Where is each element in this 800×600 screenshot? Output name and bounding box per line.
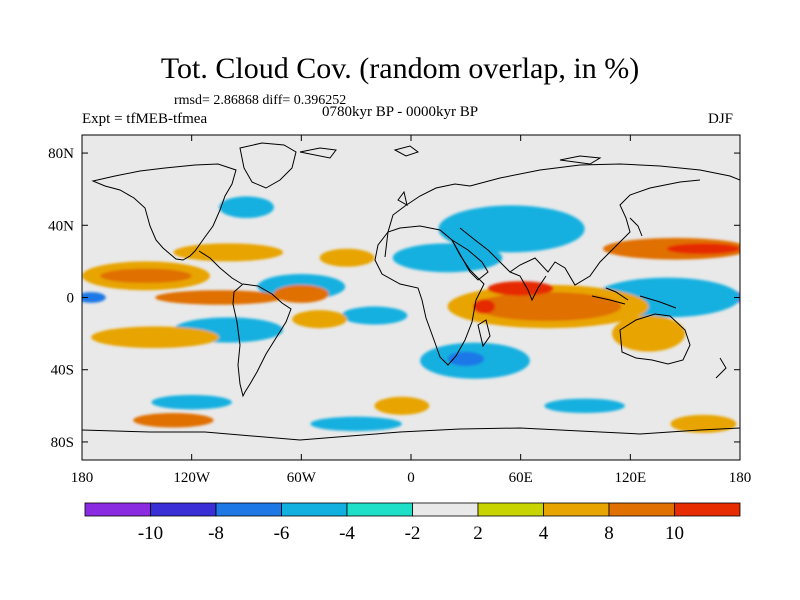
anomaly-region-13 bbox=[310, 416, 402, 432]
coastline-antarctica bbox=[82, 427, 740, 441]
anomaly-region-33 bbox=[374, 396, 430, 415]
coastline-arctic-islands bbox=[299, 145, 602, 165]
coastline-arabia bbox=[451, 239, 489, 281]
coastline-greenland bbox=[239, 142, 297, 189]
coastline-new-zealand bbox=[715, 357, 727, 379]
anomaly-region-15 bbox=[82, 292, 106, 303]
anomaly-region-28 bbox=[91, 326, 220, 349]
lon-tick-label-5: 120E bbox=[614, 470, 646, 486]
lon-tick-label-1: 120W bbox=[173, 470, 211, 486]
lat-tick-label-0: 80N bbox=[48, 146, 74, 162]
lat-tick-label-1: 40N bbox=[48, 218, 74, 234]
coastline-indonesia bbox=[591, 287, 677, 309]
period-label: 0780kyr BP - 0000kyr BP bbox=[322, 104, 479, 120]
colorbar-label-6: 4 bbox=[539, 523, 549, 544]
colorbar-label-0: -10 bbox=[138, 523, 163, 544]
lon-tick-label-0: 180 bbox=[71, 470, 94, 486]
anomaly-region-11 bbox=[219, 196, 274, 219]
anomaly-region-27 bbox=[292, 310, 348, 329]
anomaly-region-19 bbox=[473, 299, 496, 314]
anomaly-region-24 bbox=[100, 268, 192, 284]
season-label: DJF bbox=[708, 111, 734, 127]
experiment-label: Expt = tfMEB-tfmea bbox=[82, 111, 208, 127]
colorbar-box-0 bbox=[84, 502, 151, 517]
colorbar-label-8: 10 bbox=[665, 523, 684, 544]
anomaly-region-21 bbox=[666, 243, 740, 255]
lon-tick-label-4: 60E bbox=[509, 470, 533, 486]
lon-tick-label-3: 0 bbox=[407, 470, 415, 486]
anomaly-region-10 bbox=[341, 306, 408, 325]
colorbar-label-3: -4 bbox=[339, 523, 355, 544]
colorbar-label-7: 8 bbox=[604, 523, 614, 544]
map-title: Tot. Cloud Cov. (random overlap, in %) bbox=[160, 52, 640, 85]
coastline-north-america bbox=[91, 163, 237, 261]
lat-tick-label-4: 80S bbox=[51, 435, 74, 451]
coastline-india bbox=[509, 271, 547, 302]
coastline-europe bbox=[384, 183, 471, 258]
colorbar-box-1 bbox=[150, 502, 217, 517]
colorbar-label-2: -6 bbox=[274, 523, 290, 544]
lat-tick-label-3: 40S bbox=[51, 363, 74, 379]
anomaly-region-12 bbox=[151, 395, 232, 410]
stats-label: rmsd= 2.86868 diff= 0.396252 bbox=[174, 93, 347, 108]
colorbar-box-2 bbox=[215, 502, 282, 517]
colorbar-box-6 bbox=[477, 502, 544, 517]
anomaly-region-17 bbox=[474, 292, 622, 321]
coastline-africa bbox=[374, 225, 485, 366]
anomaly-region-18 bbox=[487, 281, 554, 296]
lon-tick-label-6: 180 bbox=[729, 470, 752, 486]
colorbar-box-5 bbox=[412, 502, 479, 517]
anomaly-region-32 bbox=[670, 414, 737, 433]
anomaly-region-29 bbox=[173, 243, 284, 262]
coastline-central-america bbox=[198, 250, 243, 285]
anomaly-region-5 bbox=[392, 243, 503, 273]
coastline-south-america bbox=[232, 283, 292, 398]
coastline-asia bbox=[459, 163, 740, 286]
coastlines bbox=[82, 142, 740, 441]
coastline-japan bbox=[629, 217, 643, 237]
anomaly-region-25 bbox=[155, 290, 284, 305]
coastline-uk bbox=[397, 190, 408, 206]
anomaly-region-14 bbox=[544, 398, 625, 414]
anomaly-region-22 bbox=[612, 315, 686, 352]
colorbar-box-7 bbox=[543, 502, 610, 517]
anomaly-region-4 bbox=[438, 205, 585, 253]
colorbar-box-3 bbox=[281, 502, 348, 517]
anomaly-region-31 bbox=[133, 413, 214, 428]
colorbar-label-5: 2 bbox=[473, 523, 483, 544]
colorbar-box-4 bbox=[346, 502, 413, 517]
anomaly-region-26 bbox=[273, 284, 329, 303]
colorbar-box-8 bbox=[608, 502, 675, 517]
coastline-madagascar bbox=[477, 319, 491, 348]
colorbar-box-9 bbox=[674, 502, 741, 517]
coastline-australia bbox=[619, 313, 691, 365]
colorbar-label-1: -8 bbox=[208, 523, 224, 544]
anomaly-region-30 bbox=[319, 248, 375, 267]
lon-tick-label-2: 60W bbox=[287, 470, 317, 486]
lat-tick-label-2: 0 bbox=[67, 291, 75, 307]
colorbar-label-4: -2 bbox=[405, 523, 421, 544]
